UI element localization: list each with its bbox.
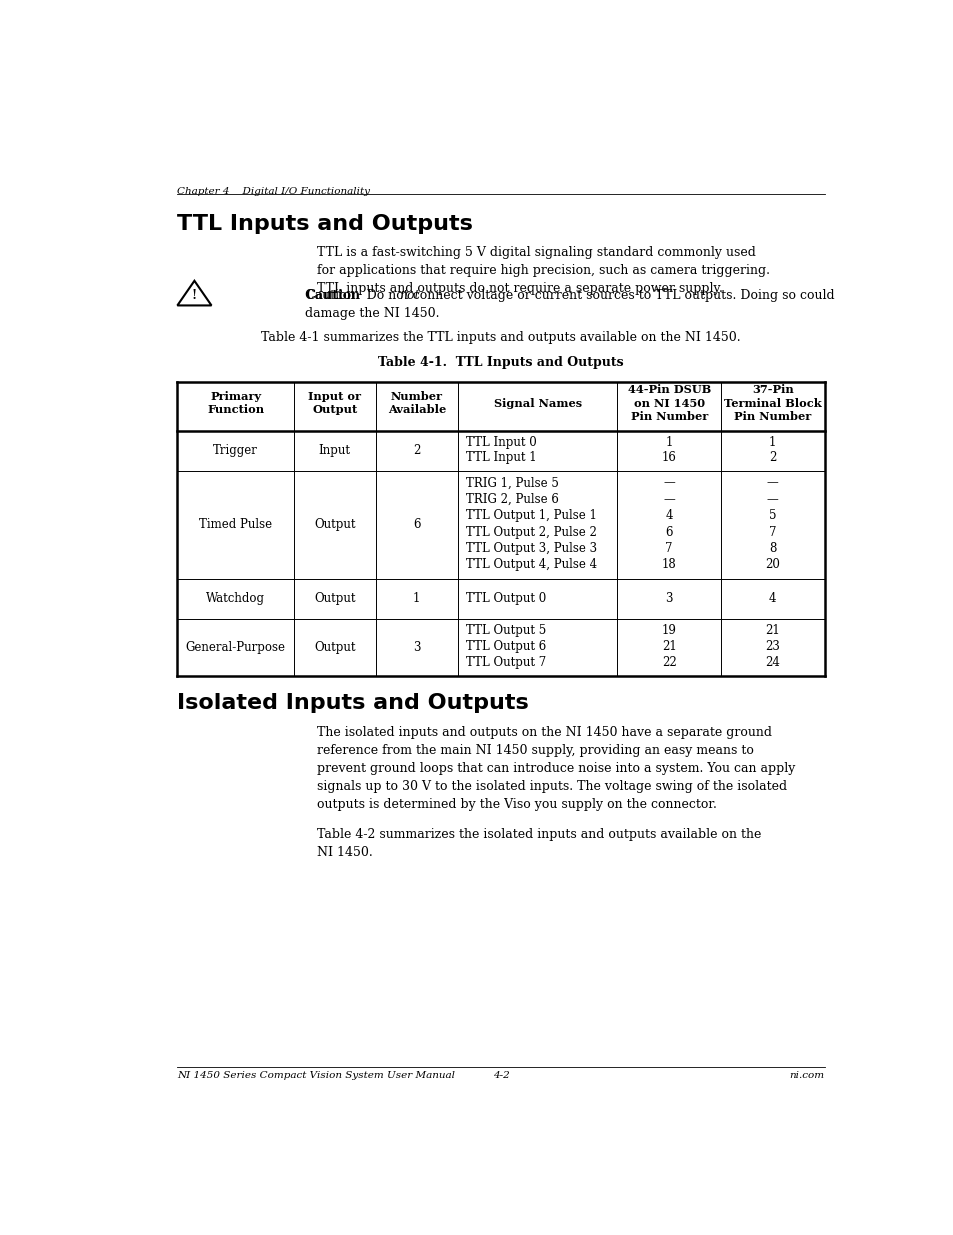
Text: 2: 2	[413, 445, 420, 457]
Text: 22: 22	[661, 656, 676, 668]
Text: TTL Output 6: TTL Output 6	[465, 640, 545, 653]
Text: 19: 19	[661, 624, 676, 637]
Text: 3: 3	[665, 592, 672, 605]
Text: TTL Input 1: TTL Input 1	[465, 451, 536, 464]
Text: 2: 2	[768, 451, 776, 464]
Text: ni.com: ni.com	[788, 1071, 823, 1079]
Text: Trigger: Trigger	[213, 445, 257, 457]
Text: Table 4-1.  TTL Inputs and Outputs: Table 4-1. TTL Inputs and Outputs	[377, 356, 623, 369]
Text: Primary
Function: Primary Function	[207, 390, 264, 415]
Text: Output: Output	[314, 641, 355, 653]
Text: Timed Pulse: Timed Pulse	[199, 519, 272, 531]
Text: TRIG 2, Pulse 6: TRIG 2, Pulse 6	[465, 493, 558, 506]
Text: —: —	[766, 493, 778, 506]
Text: 7: 7	[665, 542, 672, 555]
Text: 21: 21	[661, 640, 676, 653]
Text: 20: 20	[764, 558, 780, 572]
Text: 7: 7	[768, 526, 776, 538]
Text: 1: 1	[665, 436, 672, 448]
Text: TTL Output 1, Pulse 1: TTL Output 1, Pulse 1	[465, 509, 596, 522]
Text: TTL Inputs and Outputs: TTL Inputs and Outputs	[177, 214, 473, 233]
Text: Input or
Output: Input or Output	[308, 390, 361, 415]
Text: Number
Available: Number Available	[387, 390, 445, 415]
Text: 23: 23	[764, 640, 780, 653]
Text: TTL Output 3, Pulse 3: TTL Output 3, Pulse 3	[465, 542, 596, 555]
Text: Output: Output	[314, 592, 355, 605]
Text: TTL Output 2, Pulse 2: TTL Output 2, Pulse 2	[465, 526, 596, 538]
Text: 3: 3	[413, 641, 420, 653]
Text: Chapter 4    Digital I/O Functionality: Chapter 4 Digital I/O Functionality	[177, 186, 370, 195]
Text: —: —	[662, 493, 675, 506]
Text: TTL Output 7: TTL Output 7	[465, 656, 545, 668]
Text: 6: 6	[413, 519, 420, 531]
Text: not: not	[398, 289, 418, 303]
Text: 24: 24	[764, 656, 780, 668]
Text: TRIG 1, Pulse 5: TRIG 1, Pulse 5	[465, 477, 558, 489]
Text: 1: 1	[413, 592, 420, 605]
Text: 8: 8	[768, 542, 776, 555]
Text: 1: 1	[768, 436, 776, 448]
Text: TTL is a fast-switching 5 V digital signaling standard commonly used
for applica: TTL is a fast-switching 5 V digital sign…	[316, 246, 769, 295]
Text: not: not	[398, 289, 418, 303]
Text: Output: Output	[314, 519, 355, 531]
Text: NI 1450 Series Compact Vision System User Manual: NI 1450 Series Compact Vision System Use…	[177, 1071, 455, 1079]
Text: Isolated Inputs and Outputs: Isolated Inputs and Outputs	[177, 693, 529, 713]
Text: Table 4-1 summarizes the TTL inputs and outputs available on the NI 1450.: Table 4-1 summarizes the TTL inputs and …	[261, 331, 740, 345]
Text: Caution   Do not connect voltage or current sources to TTL outputs. Doing so cou: Caution Do not connect voltage or curren…	[305, 289, 834, 320]
Text: TTL Input 0: TTL Input 0	[465, 436, 536, 448]
Text: 18: 18	[661, 558, 676, 572]
Text: 4: 4	[665, 509, 672, 522]
Text: 6: 6	[665, 526, 672, 538]
Text: 4-2: 4-2	[492, 1071, 509, 1079]
Text: 16: 16	[661, 451, 676, 464]
Text: General-Purpose: General-Purpose	[186, 641, 285, 653]
Text: Caution: Caution	[305, 289, 360, 303]
Text: —: —	[766, 477, 778, 489]
Text: Table 4-2 summarizes the isolated inputs and outputs available on the
NI 1450.: Table 4-2 summarizes the isolated inputs…	[316, 829, 760, 860]
Text: TTL Output 0: TTL Output 0	[465, 592, 545, 605]
Text: TTL Output 4, Pulse 4: TTL Output 4, Pulse 4	[465, 558, 596, 572]
Text: The isolated inputs and outputs on the NI 1450 have a separate ground
reference : The isolated inputs and outputs on the N…	[316, 726, 795, 811]
Text: 37-Pin
Terminal Block
Pin Number: 37-Pin Terminal Block Pin Number	[723, 384, 821, 422]
Text: Signal Names: Signal Names	[493, 398, 581, 409]
Text: Watchdog: Watchdog	[206, 592, 265, 605]
Text: 21: 21	[764, 624, 780, 637]
Text: —: —	[662, 477, 675, 489]
Text: 44-Pin DSUB
on NI 1450
Pin Number: 44-Pin DSUB on NI 1450 Pin Number	[627, 384, 710, 422]
Text: 4: 4	[768, 592, 776, 605]
Text: 5: 5	[768, 509, 776, 522]
Text: !: !	[192, 289, 196, 301]
Text: Input: Input	[318, 445, 351, 457]
Text: TTL Output 5: TTL Output 5	[465, 624, 545, 637]
